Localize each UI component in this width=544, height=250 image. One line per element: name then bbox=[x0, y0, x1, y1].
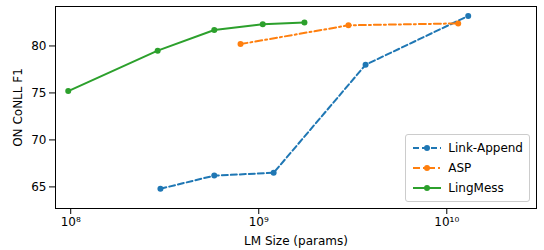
svg-text:LM Size (params): LM Size (params) bbox=[244, 234, 348, 248]
html-text:ASP: ASP bbox=[448, 161, 472, 175]
html-text:Link-Append: Link-Append bbox=[448, 141, 523, 155]
html-text:LingMess: LingMess bbox=[448, 181, 504, 195]
svg-text:10⁸: 10⁸ bbox=[61, 215, 81, 229]
svg-text:75: 75 bbox=[31, 86, 46, 100]
svg-text:65: 65 bbox=[31, 180, 46, 194]
svg-text:10⁹: 10⁹ bbox=[249, 215, 269, 229]
svg-text:10¹⁰: 10¹⁰ bbox=[434, 215, 459, 229]
svg-text:80: 80 bbox=[31, 39, 46, 53]
svg-text:ON CoNLL F1: ON CoNLL F1 bbox=[11, 68, 25, 147]
svg-text:70: 70 bbox=[31, 133, 46, 147]
